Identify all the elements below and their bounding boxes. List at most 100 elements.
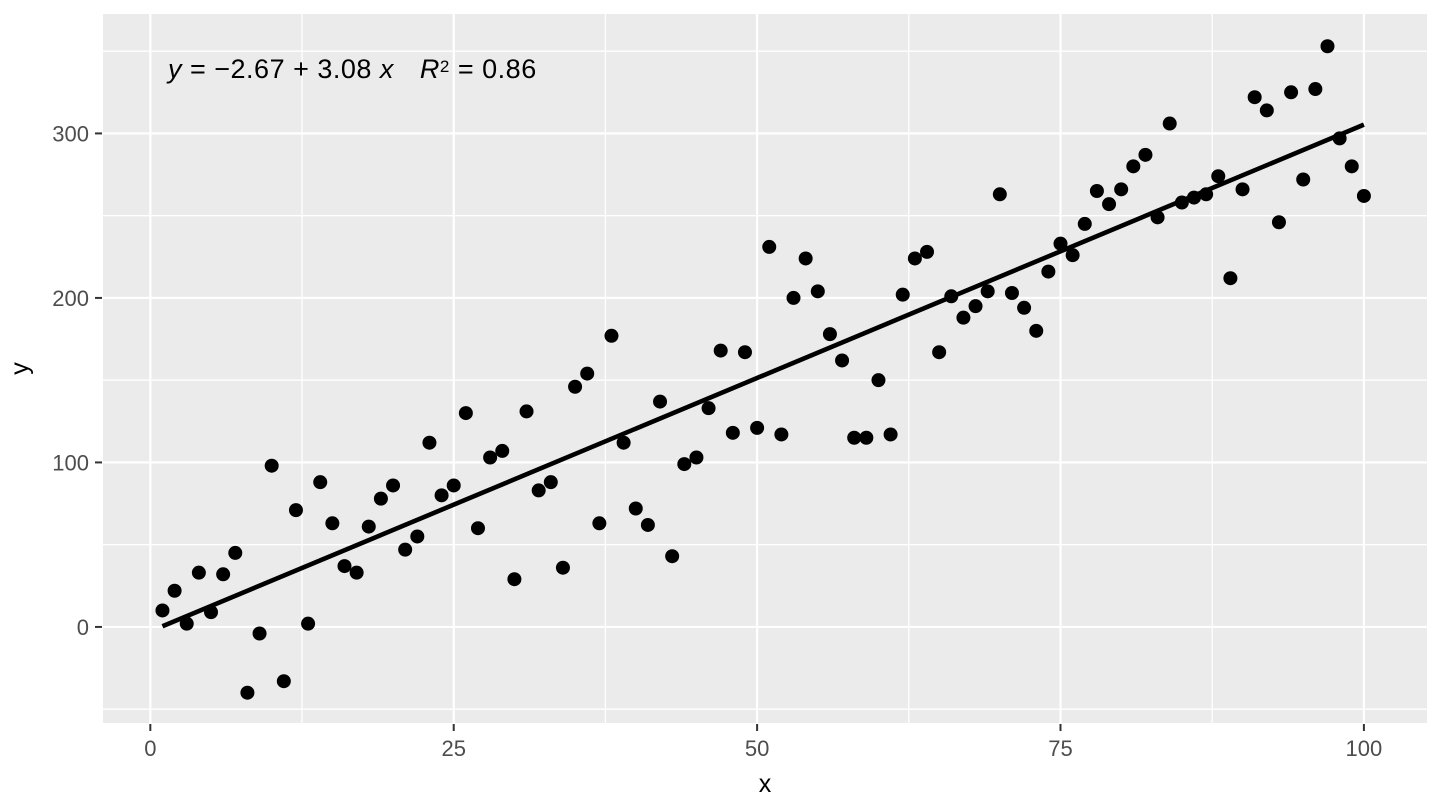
data-point — [155, 603, 170, 618]
data-point — [944, 289, 959, 304]
y-tick-label: 100 — [52, 450, 89, 475]
data-point — [386, 478, 401, 493]
data-point — [665, 549, 680, 564]
data-point — [616, 435, 631, 450]
data-point — [373, 491, 388, 506]
equation-body: = −2.67 + 3.08 — [182, 54, 380, 84]
plot-panel — [103, 14, 1427, 723]
data-point — [1077, 216, 1092, 231]
data-point — [604, 328, 619, 343]
data-point — [543, 475, 558, 490]
data-point — [1102, 197, 1117, 212]
data-point — [483, 450, 498, 465]
data-point — [920, 244, 935, 259]
data-point — [191, 565, 206, 580]
data-point — [301, 616, 316, 631]
data-point — [725, 425, 740, 440]
data-point — [1199, 187, 1214, 202]
data-point — [252, 626, 267, 641]
data-point — [640, 517, 655, 532]
data-point — [204, 605, 219, 620]
data-point — [1174, 195, 1189, 210]
data-point — [1162, 116, 1177, 131]
data-point — [932, 345, 947, 360]
data-point — [1150, 210, 1165, 225]
data-point — [980, 284, 995, 299]
x-tick-label: 25 — [441, 736, 465, 761]
data-point — [822, 327, 837, 342]
data-point — [470, 521, 485, 536]
data-point — [446, 478, 461, 493]
data-point — [835, 353, 850, 368]
data-point — [1211, 169, 1226, 184]
data-point — [1223, 271, 1238, 286]
data-point — [1320, 39, 1335, 54]
data-point — [713, 343, 728, 358]
data-point — [871, 373, 886, 388]
data-point — [1138, 147, 1153, 162]
data-point — [653, 394, 668, 409]
regression-equation: y = −2.67 + 3.08 x R2 = 0.86 — [168, 54, 537, 85]
equation-r-exponent: 2 — [439, 57, 450, 76]
data-point — [628, 501, 643, 516]
data-point — [337, 559, 352, 574]
data-point — [434, 488, 449, 503]
data-point — [798, 251, 813, 266]
regression-line — [161, 122, 1365, 629]
data-point — [1065, 248, 1080, 263]
data-point — [1017, 300, 1032, 315]
data-point — [228, 545, 243, 560]
x-tick-label: 100 — [1346, 736, 1383, 761]
data-point — [422, 435, 437, 450]
data-point — [956, 310, 971, 325]
data-point — [1332, 131, 1347, 146]
data-point — [1004, 285, 1019, 300]
y-tick-label: 300 — [52, 121, 89, 146]
data-point — [555, 560, 570, 575]
equation-r-var: R — [419, 54, 440, 84]
data-point — [216, 567, 231, 582]
data-point — [859, 430, 874, 445]
data-point — [325, 516, 340, 531]
data-point — [568, 379, 583, 394]
data-point — [701, 401, 716, 416]
data-point — [1235, 182, 1250, 197]
data-point — [750, 420, 765, 435]
x-axis-title: x — [758, 770, 772, 798]
data-point — [1284, 85, 1299, 100]
y-tick-label: 0 — [77, 615, 89, 640]
data-point — [737, 345, 752, 360]
data-point — [677, 457, 692, 472]
data-point — [774, 427, 789, 442]
data-point — [786, 290, 801, 305]
data-point — [458, 406, 473, 421]
equation-x-var: x — [379, 54, 394, 84]
data-point — [1126, 159, 1141, 174]
data-point — [410, 529, 425, 544]
data-point — [1053, 236, 1068, 251]
data-point — [810, 284, 825, 299]
data-point — [264, 458, 279, 473]
data-point — [1271, 215, 1286, 230]
data-point — [1247, 90, 1262, 105]
data-point — [1296, 172, 1311, 187]
data-point — [1356, 188, 1371, 203]
y-tick-label: 200 — [52, 286, 89, 311]
data-point — [240, 685, 255, 700]
data-point — [1308, 82, 1323, 97]
data-point — [1041, 264, 1056, 279]
equation-y-var: y — [168, 54, 182, 84]
data-point — [592, 516, 607, 531]
data-point — [398, 542, 413, 557]
data-point — [689, 450, 704, 465]
data-point — [1186, 190, 1201, 205]
data-point — [895, 287, 910, 302]
data-point — [179, 616, 194, 631]
data-point — [288, 503, 303, 518]
data-point — [361, 519, 376, 534]
x-tick-label: 0 — [144, 736, 156, 761]
data-point — [507, 572, 522, 587]
data-point — [580, 366, 595, 381]
